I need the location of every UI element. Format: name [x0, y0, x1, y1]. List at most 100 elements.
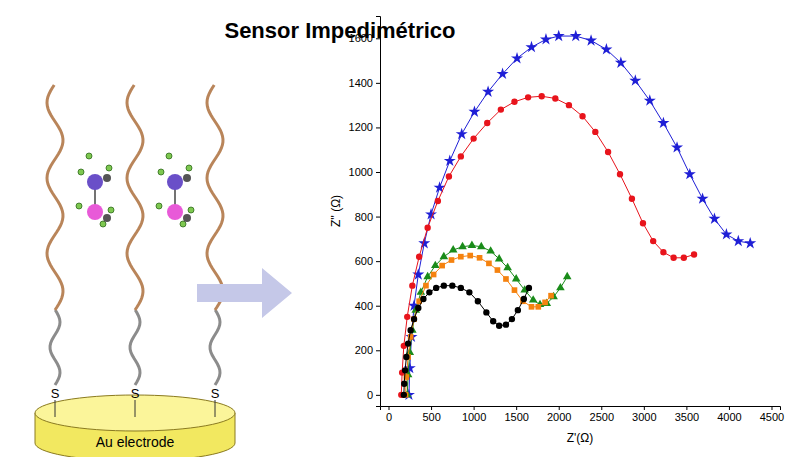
marker [496, 323, 502, 329]
tick: 2000 [547, 406, 571, 423]
ligand [183, 174, 191, 182]
marker [411, 316, 417, 322]
marker [435, 198, 441, 204]
marker [420, 296, 426, 302]
marker [495, 254, 504, 261]
tick: 600 [355, 255, 380, 267]
tick: 1200 [349, 121, 380, 133]
marker [617, 171, 623, 177]
marker [691, 251, 697, 257]
series-line [401, 96, 694, 395]
tick-mark [376, 261, 380, 262]
anchor-bond [55, 400, 56, 417]
diagram: Au electrodeSSS [35, 85, 235, 457]
tick-label: 3500 [675, 411, 699, 423]
axis-line [381, 407, 781, 411]
marker [511, 52, 523, 63]
marker [426, 289, 432, 295]
tick: 3500 [675, 406, 699, 423]
marker [515, 307, 521, 313]
marker [475, 298, 481, 304]
marker [525, 41, 537, 52]
marker [539, 93, 545, 99]
marker [509, 316, 515, 322]
marker [503, 321, 509, 327]
marker [467, 253, 473, 259]
tick: 2500 [590, 406, 614, 423]
tick-label: 500 [422, 411, 440, 423]
marker [521, 296, 527, 302]
atom [87, 204, 103, 220]
marker [411, 316, 417, 322]
marker [732, 235, 744, 246]
marker [512, 287, 518, 293]
tick-label: 1600 [349, 32, 373, 44]
linker [130, 310, 140, 385]
tick-label: 1400 [349, 77, 373, 89]
marker [458, 242, 467, 249]
marker [629, 196, 635, 202]
marker [431, 261, 440, 268]
tick-label: 0 [367, 389, 373, 401]
marker [615, 56, 627, 67]
marker [444, 155, 456, 166]
marker [416, 253, 422, 259]
tick: 200 [355, 344, 380, 356]
marker [512, 274, 521, 281]
anchor-label: S [131, 386, 140, 401]
tick-mark [771, 406, 772, 410]
marker [490, 318, 496, 324]
marker [511, 99, 517, 105]
strand [47, 85, 63, 310]
tick-label: 3000 [632, 411, 656, 423]
tick-mark [559, 406, 560, 410]
marker [456, 128, 468, 139]
marker [441, 282, 447, 288]
marker [548, 293, 554, 299]
marker [477, 255, 483, 261]
marker [458, 153, 464, 159]
tick: 1600 [349, 32, 380, 44]
tick-mark [686, 406, 687, 410]
tick-label: 1500 [504, 411, 528, 423]
marker [585, 34, 597, 45]
marker [670, 255, 676, 261]
tick-label: 200 [355, 344, 373, 356]
marker [720, 228, 732, 239]
ligand [108, 207, 114, 213]
tick: 3000 [632, 406, 656, 423]
y-axis-title: Z'' (Ω) [329, 195, 343, 227]
tick-label: 4000 [717, 411, 741, 423]
marker [543, 299, 552, 306]
marker [423, 283, 429, 289]
atom [167, 204, 183, 220]
tick-mark [601, 406, 602, 410]
marker [440, 252, 449, 259]
tick-mark [376, 395, 380, 396]
tick: 0 [386, 406, 392, 423]
tick: 1400 [349, 77, 380, 89]
marker [640, 220, 646, 226]
marker [482, 85, 494, 96]
tick-label: 0 [386, 411, 392, 423]
ligand [188, 207, 194, 213]
marker [449, 257, 455, 263]
tick-mark [376, 38, 380, 39]
marker [552, 95, 558, 101]
marker [405, 340, 411, 346]
atom [87, 174, 103, 190]
marker [495, 267, 501, 273]
tick-label: 1000 [349, 166, 373, 178]
marker [401, 392, 407, 398]
marker [605, 149, 611, 155]
anchor-bond [135, 400, 136, 417]
marker [449, 245, 458, 252]
ligand [106, 165, 112, 171]
tick-label: 800 [355, 211, 373, 223]
tick: 1000 [462, 406, 486, 423]
marker [403, 354, 409, 360]
marker [579, 113, 585, 119]
x-axis-title: Z'(Ω) [567, 431, 594, 445]
tick-mark [389, 406, 390, 410]
tick-mark [431, 406, 432, 410]
